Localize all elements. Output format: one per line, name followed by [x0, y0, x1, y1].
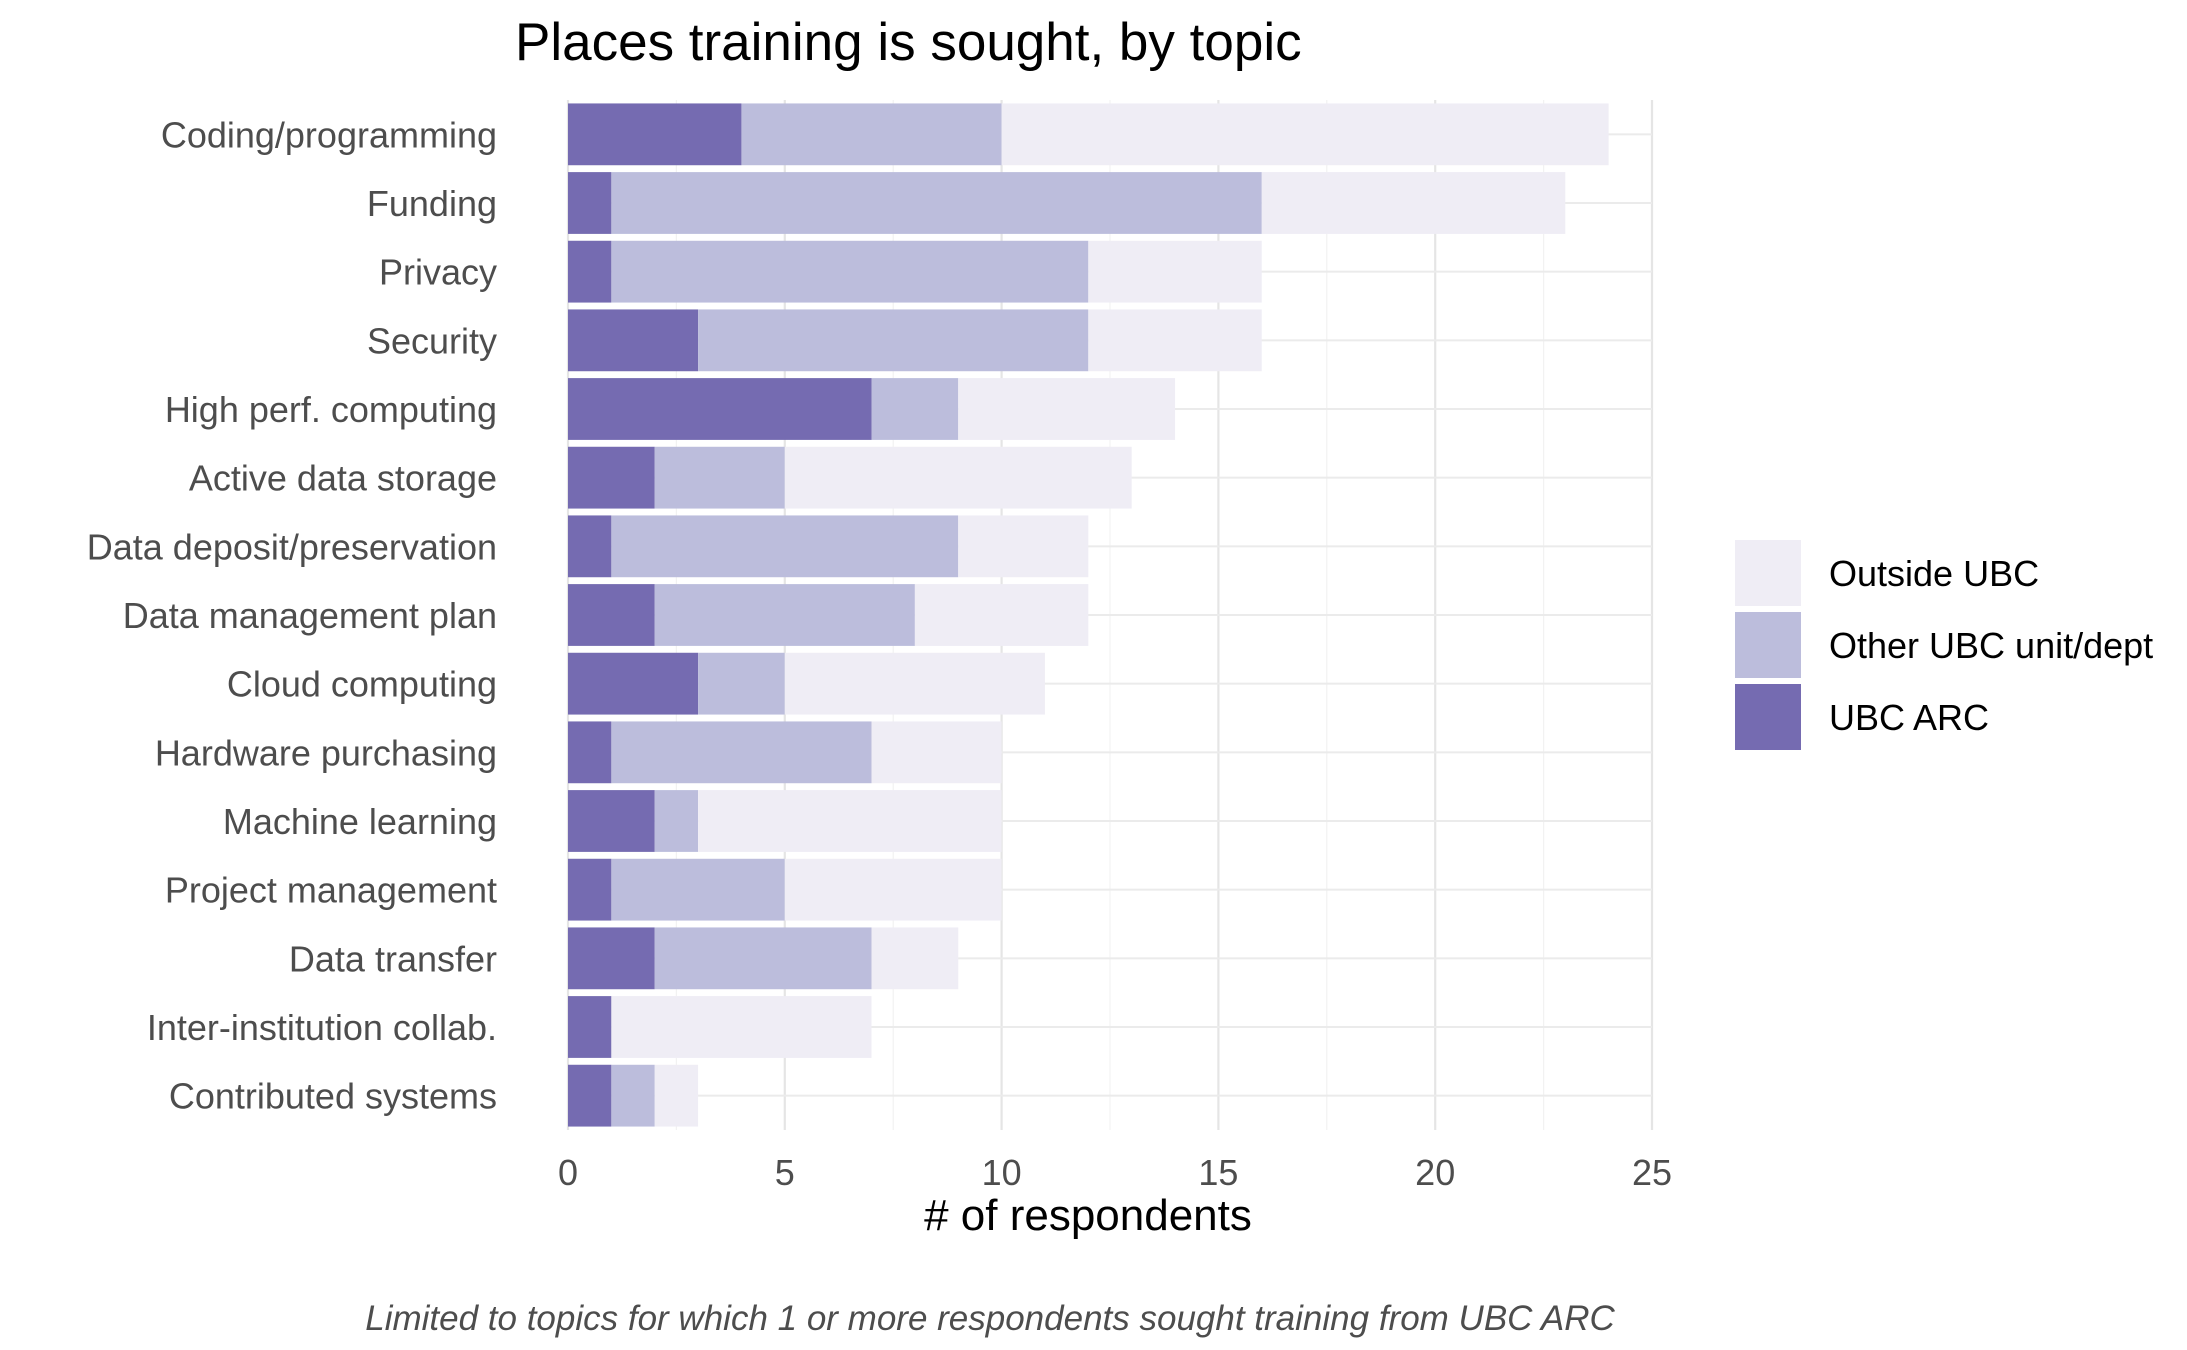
- x-tick-label: 20: [1415, 1152, 1455, 1193]
- bar-segment-other-ubc-unit-dept: [611, 172, 1262, 234]
- bar-segment-outside-ubc: [871, 721, 1002, 784]
- bar-segment-other-ubc-unit-dept: [611, 721, 872, 784]
- category-label: Privacy: [379, 252, 497, 293]
- bar-segment-ubc-arc: [568, 584, 655, 646]
- category-label: Funding: [367, 183, 497, 224]
- category-label: Project management: [165, 870, 497, 911]
- bar-segment-other-ubc-unit-dept: [654, 584, 915, 646]
- x-tick-label: 25: [1632, 1152, 1672, 1193]
- bar-segment-ubc-arc: [568, 378, 872, 440]
- category-label: Coding/programming: [161, 114, 497, 155]
- bar-segment-ubc-arc: [568, 446, 655, 509]
- category-label: Hardware purchasing: [155, 732, 497, 773]
- legend-key: [1735, 612, 1801, 678]
- bar-segment-other-ubc-unit-dept: [654, 790, 699, 852]
- category-label: Data deposit/preservation: [87, 526, 497, 567]
- bar-segment-outside-ubc: [958, 378, 1176, 440]
- x-tick-label: 10: [982, 1152, 1022, 1193]
- legend-label: UBC ARC: [1829, 697, 1989, 738]
- category-labels: Coding/programming Funding Privacy Security…: [87, 114, 497, 1116]
- legend: Outside UBC Other UBC unit/dept UBC ARC: [1735, 540, 2153, 750]
- bar-segment-outside-ubc: [958, 515, 1089, 578]
- bar-segment-other-ubc-unit-dept: [698, 652, 785, 715]
- category-label: Data transfer: [289, 938, 497, 979]
- x-tick-label: 15: [1198, 1152, 1238, 1193]
- bar-segment-outside-ubc: [698, 790, 1002, 852]
- category-label: Active data storage: [189, 458, 497, 499]
- category-label: Machine learning: [223, 801, 497, 842]
- bar-segment-outside-ubc: [1088, 309, 1262, 372]
- bar-segment-outside-ubc: [784, 446, 1132, 509]
- category-label: Security: [367, 320, 497, 361]
- bar-segment-outside-ubc: [1001, 103, 1609, 166]
- bar-segment-ubc-arc: [568, 652, 699, 715]
- x-tick-label: 5: [775, 1152, 795, 1193]
- bar-segment-ubc-arc: [568, 172, 612, 234]
- bar-segment-outside-ubc: [611, 996, 872, 1058]
- category-label: High perf. computing: [165, 389, 497, 430]
- category-label: Inter-institution collab.: [147, 1007, 497, 1048]
- bar-segment-other-ubc-unit-dept: [654, 446, 785, 509]
- legend-key: [1735, 540, 1801, 606]
- chart-caption: Limited to topics for which 1 or more re…: [365, 1299, 1615, 1338]
- bar-segment-ubc-arc: [568, 996, 612, 1058]
- bar-segment-ubc-arc: [568, 240, 612, 303]
- bar-segment-other-ubc-unit-dept: [611, 240, 1089, 303]
- bars: [568, 103, 1609, 1127]
- bar-segment-other-ubc-unit-dept: [611, 1064, 655, 1127]
- bar-segment-ubc-arc: [568, 103, 742, 166]
- bar-segment-other-ubc-unit-dept: [611, 515, 959, 578]
- bar-segment-outside-ubc: [654, 1064, 699, 1127]
- bar-segment-ubc-arc: [568, 858, 612, 921]
- bar-segment-ubc-arc: [568, 1064, 612, 1127]
- bar-segment-outside-ubc: [871, 927, 959, 990]
- x-tick-label: 0: [558, 1152, 578, 1193]
- category-label: Contributed systems: [169, 1076, 497, 1117]
- bar-segment-outside-ubc: [784, 858, 1002, 921]
- bar-segment-other-ubc-unit-dept: [654, 927, 872, 990]
- bar-segment-outside-ubc: [784, 652, 1045, 715]
- x-tick-labels: 0 5 10 15 20 25: [558, 1152, 1672, 1193]
- chart-title: Places training is sought, by topic: [515, 13, 1302, 72]
- bar-segment-outside-ubc: [1261, 172, 1566, 234]
- bar-segment-other-ubc-unit-dept: [698, 309, 1089, 372]
- category-label: Data management plan: [123, 595, 497, 636]
- x-axis-title: # of respondents: [924, 1191, 1252, 1240]
- bar-segment-outside-ubc: [914, 584, 1089, 646]
- bar-segment-ubc-arc: [568, 927, 655, 990]
- bar-segment-ubc-arc: [568, 790, 655, 852]
- bar-segment-other-ubc-unit-dept: [611, 858, 785, 921]
- bar-segment-outside-ubc: [1088, 240, 1262, 303]
- bar-segment-other-ubc-unit-dept: [871, 378, 959, 440]
- bar-segment-ubc-arc: [568, 721, 612, 784]
- category-label: Cloud computing: [227, 664, 497, 705]
- bar-segment-ubc-arc: [568, 309, 699, 372]
- legend-label: Other UBC unit/dept: [1829, 625, 2153, 666]
- legend-label: Outside UBC: [1829, 553, 2039, 594]
- legend-key: [1735, 684, 1801, 750]
- bar-segment-ubc-arc: [568, 515, 612, 578]
- bar-segment-other-ubc-unit-dept: [741, 103, 1002, 166]
